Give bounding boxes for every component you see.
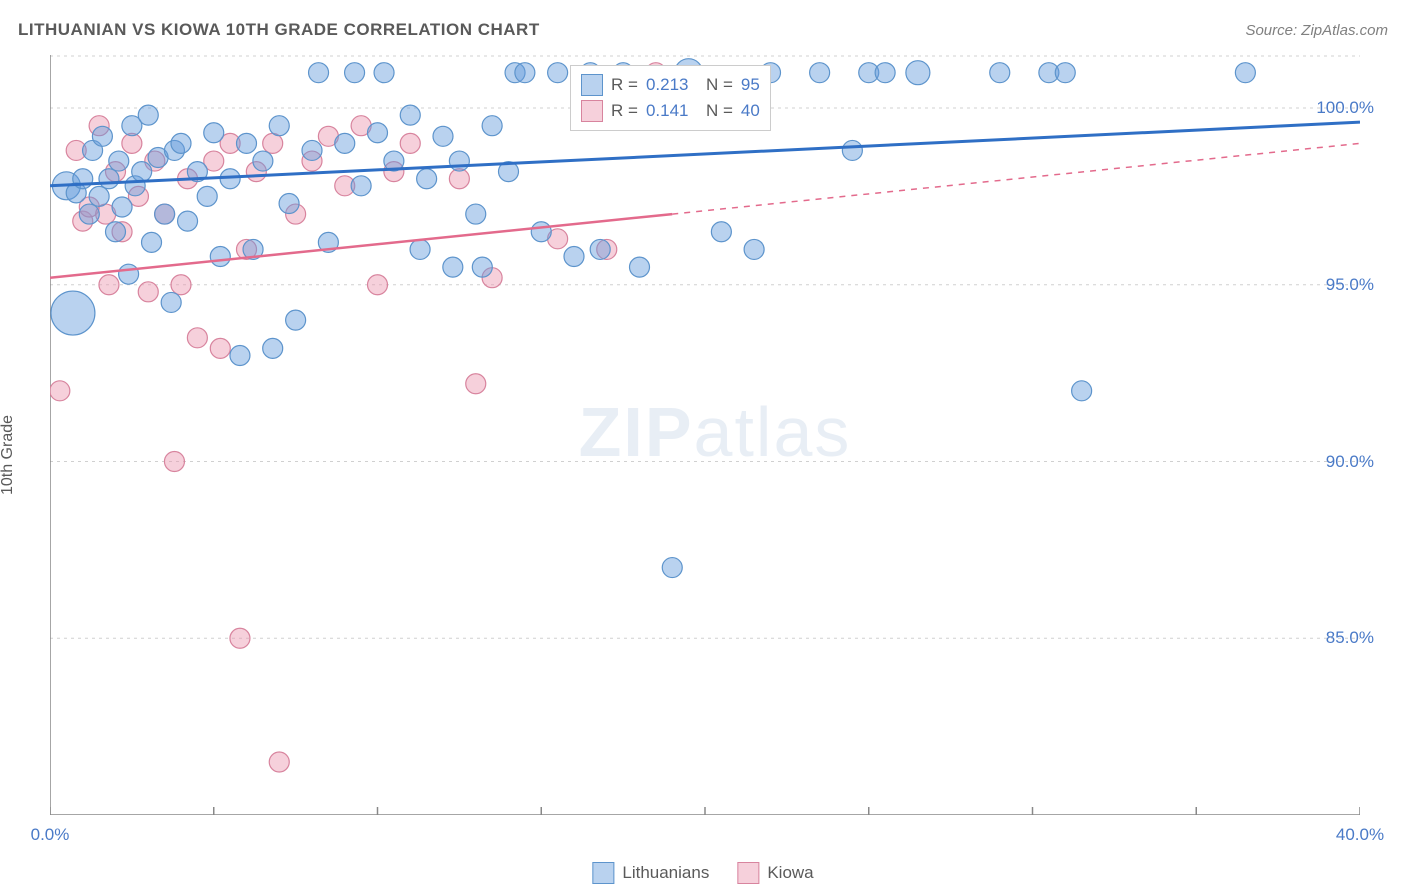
data-point <box>197 186 217 206</box>
data-point <box>531 222 551 242</box>
data-point <box>79 204 99 224</box>
data-point <box>1235 63 1255 83</box>
scatter-plot <box>50 55 1360 815</box>
data-point <box>630 257 650 277</box>
y-tick-label: 95.0% <box>1326 275 1374 295</box>
data-point <box>269 752 289 772</box>
legend-swatch <box>581 100 603 122</box>
data-point <box>138 282 158 302</box>
data-point <box>810 63 830 83</box>
data-point <box>472 257 492 277</box>
data-point <box>171 133 191 153</box>
data-point <box>204 123 224 143</box>
data-point <box>230 345 250 365</box>
data-point <box>515 63 535 83</box>
legend-row: R = 0.213 N = 95 <box>581 72 760 98</box>
data-point <box>335 133 355 153</box>
data-point <box>286 310 306 330</box>
data-point <box>302 140 322 160</box>
data-point <box>466 204 486 224</box>
data-point <box>171 275 191 295</box>
data-point <box>711 222 731 242</box>
data-point <box>744 239 764 259</box>
legend-swatch <box>737 862 759 884</box>
legend-swatch <box>581 74 603 96</box>
data-point <box>142 232 162 252</box>
data-point <box>164 452 184 472</box>
data-point <box>263 338 283 358</box>
data-point <box>50 381 70 401</box>
data-point <box>564 246 584 266</box>
series-legend: Lithuanians Kiowa <box>592 862 813 884</box>
data-point <box>351 176 371 196</box>
y-tick-label: 100.0% <box>1316 98 1374 118</box>
data-point <box>875 63 895 83</box>
data-point <box>92 126 112 146</box>
data-point <box>443 257 463 277</box>
data-point <box>368 123 388 143</box>
data-point <box>410 239 430 259</box>
data-point <box>269 116 289 136</box>
chart-header: LITHUANIAN VS KIOWA 10TH GRADE CORRELATI… <box>18 20 1388 40</box>
data-point <box>132 162 152 182</box>
legend-item: Lithuanians <box>592 862 709 884</box>
data-point <box>122 133 142 153</box>
data-point <box>155 204 175 224</box>
data-point <box>466 374 486 394</box>
data-point <box>109 151 129 171</box>
data-point <box>138 105 158 125</box>
data-point <box>309 63 329 83</box>
data-point <box>400 133 420 153</box>
data-point <box>230 628 250 648</box>
data-point <box>279 193 299 213</box>
stats-legend: R = 0.213 N = 95 R = 0.141 N = 40 <box>570 65 771 131</box>
data-point <box>178 211 198 231</box>
legend-item: Kiowa <box>737 862 813 884</box>
data-point <box>449 151 469 171</box>
chart-area: ZIPatlas R = 0.213 N = 95 R = 0.141 N = … <box>50 55 1380 840</box>
data-point <box>662 558 682 578</box>
data-point <box>482 116 502 136</box>
data-point <box>368 275 388 295</box>
data-point <box>161 292 181 312</box>
y-tick-label: 85.0% <box>1326 628 1374 648</box>
data-point <box>99 169 119 189</box>
x-tick-label: 0.0% <box>31 825 70 845</box>
data-point <box>99 275 119 295</box>
data-point <box>112 197 132 217</box>
data-point <box>400 105 420 125</box>
x-tick-label: 40.0% <box>1336 825 1384 845</box>
data-point <box>590 239 610 259</box>
data-point <box>374 63 394 83</box>
data-point <box>89 186 109 206</box>
data-point <box>51 291 95 335</box>
data-point <box>345 63 365 83</box>
data-point <box>263 133 283 153</box>
y-axis-label: 10th Grade <box>0 415 17 495</box>
data-point <box>433 126 453 146</box>
data-point <box>1055 63 1075 83</box>
data-point <box>1072 381 1092 401</box>
y-tick-label: 90.0% <box>1326 452 1374 472</box>
trend-line-lithuanians <box>50 122 1360 186</box>
trend-line-kiowa-ext <box>672 143 1360 214</box>
data-point <box>119 264 139 284</box>
data-point <box>187 328 207 348</box>
chart-title: LITHUANIAN VS KIOWA 10TH GRADE CORRELATI… <box>18 20 540 40</box>
data-point <box>210 246 230 266</box>
data-point <box>990 63 1010 83</box>
data-point <box>106 222 126 242</box>
data-point <box>548 63 568 83</box>
data-point <box>253 151 273 171</box>
data-point <box>417 169 437 189</box>
data-point <box>237 133 257 153</box>
legend-swatch <box>592 862 614 884</box>
chart-source: Source: ZipAtlas.com <box>1245 22 1388 39</box>
data-point <box>842 140 862 160</box>
data-point <box>906 61 930 85</box>
legend-row: R = 0.141 N = 40 <box>581 98 760 124</box>
data-point <box>210 338 230 358</box>
data-point <box>449 169 469 189</box>
